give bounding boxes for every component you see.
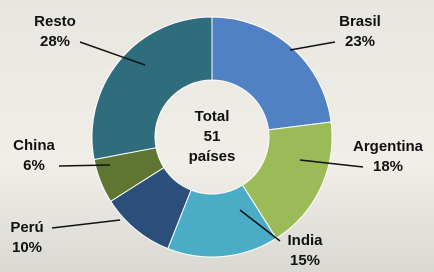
category-label: India bbox=[287, 232, 323, 249]
chart: Brasil 23% Argentina 18% India 15% Perú 10% Chin… bbox=[0, 0, 434, 272]
value-label: 15% bbox=[290, 252, 320, 269]
category-label: China bbox=[13, 137, 55, 154]
value-label: 28% bbox=[40, 33, 70, 50]
leader-line bbox=[59, 165, 110, 166]
center-text: 51 bbox=[204, 128, 221, 145]
value-label: 23% bbox=[345, 33, 375, 50]
value-label: 10% bbox=[12, 239, 42, 256]
center-text: Total bbox=[195, 108, 230, 125]
category-label: Argentina bbox=[353, 138, 424, 155]
value-label: 18% bbox=[373, 158, 403, 175]
value-label: 6% bbox=[23, 157, 45, 174]
category-label: Brasil bbox=[339, 13, 381, 30]
center-text: países bbox=[189, 148, 236, 165]
category-label: Resto bbox=[34, 13, 76, 30]
category-label: Perú bbox=[10, 219, 43, 236]
